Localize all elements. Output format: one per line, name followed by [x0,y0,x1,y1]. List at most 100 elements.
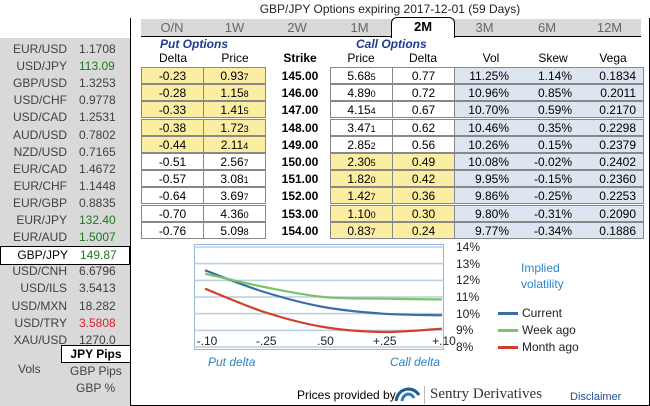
vol-row-bg [454,153,644,170]
disclaimer-link[interactable]: Disclaimer [570,391,622,403]
legend-label: Month ago [522,340,579,354]
strike-cell: 147.00 [281,103,319,118]
vol-cell: 11.25% [469,69,509,83]
rate-row-eur-aud[interactable]: EUR/AUD 1.5007 [0,229,130,246]
rate-row-usd-cad[interactable]: USD/CAD 1.2531 [0,109,130,126]
rate-row-gbp-usd[interactable]: GBP/USD 1.3253 [0,75,130,92]
rate-pair: USD/TRY [14,315,67,330]
put-delta-cell: -0.33 [141,101,204,119]
tab-12m[interactable]: 12M [596,20,623,35]
vega-cell: 0.2170 [599,103,636,118]
vega-cell: 0.2011 [600,86,636,101]
vol-cell: 9.80% [474,206,509,221]
strike-cell: 149.00 [281,137,319,152]
tab-3m[interactable]: 3M [475,20,494,35]
call-price-cell: 1.820 [330,170,393,188]
rate-pair: EUR/USD [12,42,67,56]
y-tick-label: 8% [456,340,474,354]
call-price-cell: 5.685 [330,67,393,84]
rate-row-usd-ils[interactable]: USD/ILS 3.5413 [0,280,130,297]
provider-name: Sentry Derivatives [430,386,543,402]
rate-value: 1.1708 [79,42,116,56]
rate-row-usd-cnh[interactable]: USD/CNH 6.6796 [0,263,130,280]
call-delta-cell: 0.24 [392,221,455,239]
vol-cell: 10.96% [468,86,509,101]
tab-1w[interactable]: 1W [224,20,245,35]
vol-row-bg [454,67,644,84]
rate-row-usd-jpy[interactable]: USD/JPY 113.09 [0,58,130,75]
put-delta-cell: -0.38 [141,118,204,136]
rate-value: 18.282 [79,298,116,313]
skew-cell: -0.15% [533,172,572,187]
rate-row-xau-usd[interactable]: XAU/USD 1270.0 [0,332,130,349]
rate-pair: XAU/USD [13,332,67,347]
rate-row-usd-mxn[interactable]: USD/MXN 18.282 [0,298,130,315]
rate-row-nzd-usd[interactable]: NZD/USD 0.7165 [0,144,130,161]
vol-row-bg [454,84,644,102]
rate-row-eur-jpy[interactable]: EUR/JPY 132.40 [0,212,130,229]
rate-value: 149.87 [80,248,117,263]
header-put-delta: Delta [158,51,187,65]
strike-cell: 150.00 [281,155,319,169]
put-price-cell: 5.098 [203,221,266,239]
skew-cell: 0.15% [537,137,572,152]
put-price-cell: 4.360 [203,204,266,222]
call-delta-caption: Call delta [390,355,441,369]
units-gbp-pips-button[interactable]: GBP Pips [70,364,122,378]
rate-row-aud-usd[interactable]: AUD/USD 0.7802 [0,127,130,144]
strike-cell: 146.00 [281,86,319,101]
put-delta-cell: -0.57 [141,170,204,188]
vol-row-bg [454,135,644,153]
call-price-cell: 4.154 [330,101,393,119]
tab-on[interactable]: O/N [160,20,184,35]
strike-cell: 145.00 [281,69,319,83]
tab-1m[interactable]: 1M [350,20,369,35]
rate-pair: EUR/CAD [12,161,67,176]
prices-provided-by: Prices provided by [297,388,396,402]
legend-title: Implied volatility [521,261,564,291]
call-delta-cell: 0.42 [392,170,455,188]
y-tick-label: 10% [456,306,481,321]
rate-pair: EUR/JPY [16,213,67,227]
rate-row-gbp-jpy[interactable]: GBP/JPY 149.87 [0,246,130,266]
header-call-delta: Delta [408,51,437,65]
strike-cell: 154.00 [281,223,319,238]
tab-2m[interactable]: 2M [391,17,455,38]
rate-row-eur-chf[interactable]: EUR/CHF 1.1448 [0,178,130,195]
y-tick-label: 13% [456,256,481,271]
put-price-cell: 2.114 [203,135,266,153]
strike-cell: 151.00 [281,172,319,187]
tab-2w[interactable]: 2W [287,20,307,35]
x-tick-label: -.25 [255,334,277,348]
rate-row-eur-usd[interactable]: EUR/USD 1.1708 [0,41,130,58]
rate-pair: USD/CHF [13,93,67,108]
rate-pair: EUR/CHF [13,178,67,193]
call-delta-cell: 0.56 [392,135,455,153]
vol-cell: 9.86% [474,189,509,204]
rate-row-eur-gbp[interactable]: EUR/GBP 0.8835 [0,195,130,212]
rate-value: 0.9778 [79,93,116,108]
units-jpy-pips-button[interactable]: JPY Pips [61,345,131,363]
rate-value: 0.7802 [79,127,116,142]
rate-row-usd-try[interactable]: USD/TRY 3.5808 [0,315,130,332]
units-gbp-percent-button[interactable]: GBP % [76,381,116,395]
rate-row-usd-chf[interactable]: USD/CHF 0.9778 [0,92,130,109]
skew-cell: 0.59% [537,103,572,118]
x-tick-label: -.10 [196,334,218,348]
legend-swatch [498,346,518,349]
put-options-heading: Put Options [160,37,228,51]
call-price-cell: 3.471 [330,118,393,136]
vega-cell: 0.2402 [599,155,636,169]
vega-cell: 0.2360 [599,172,636,187]
logo-divider [424,386,425,404]
rate-value: 1.4672 [79,161,116,176]
put-delta-cell: -0.23 [141,67,204,84]
expiry-tabs: O/N 1W 2W 1M 2M 3M 6M 12M [141,17,641,38]
call-price-cell: 0.837 [330,221,393,239]
put-delta-cell: -0.28 [141,84,204,102]
tab-6m[interactable]: 6M [537,20,557,35]
rate-value: 6.6796 [79,264,116,279]
rate-row-eur-cad[interactable]: EUR/CAD 1.4672 [0,161,130,178]
skew-cell: -0.31% [533,206,572,221]
legend-swatch [498,329,518,332]
